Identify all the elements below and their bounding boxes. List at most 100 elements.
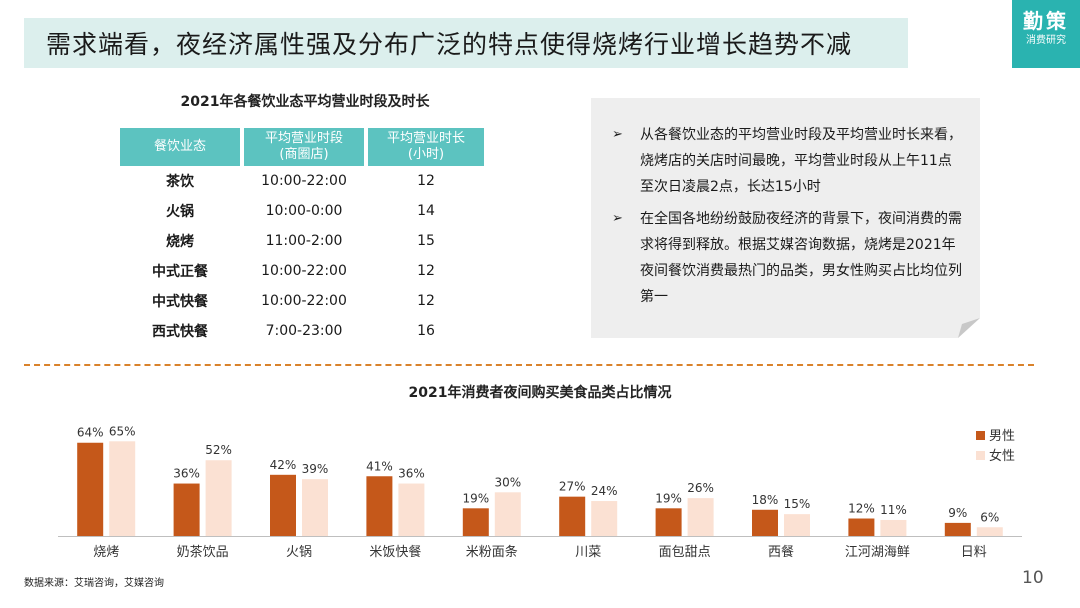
note-text: 在全国各地纷纷鼓励夜经济的背景下，夜间消费的需求将得到释放。根据艾媒咨询数据，烧… (640, 211, 962, 305)
legend-swatch (976, 431, 985, 440)
data-label: 41% (366, 459, 393, 473)
bar (752, 509, 778, 536)
section-divider (24, 364, 1034, 366)
arrow-bullet-icon: ➢ (612, 211, 623, 226)
table-cell: 7:00-23:00 (265, 323, 343, 339)
table-cell: 10:00-22:00 (261, 173, 347, 189)
data-label: 27% (559, 480, 586, 494)
header-line: 平均营业时段 (264, 131, 343, 146)
header-line: 餐饮业态 (153, 139, 206, 154)
bar (77, 442, 104, 536)
data-label: 15% (784, 497, 811, 511)
page-title: 需求端看，夜经济属性强及分布广泛的特点使得烧烤行业增长趋势不减 (46, 30, 853, 59)
header-cell-category: 餐饮业态 (120, 128, 240, 166)
data-label: 36% (398, 467, 425, 481)
x-tick-label: 米粉面条 (466, 544, 518, 560)
legend-swatch (976, 451, 985, 460)
page-number: 10 (1022, 568, 1044, 588)
table-cell: 西式快餐 (152, 324, 208, 340)
table-row: 中式快餐 10:00-22:00 12 (120, 286, 484, 316)
data-label: 19% (462, 491, 489, 505)
table-cell: 10:00-0:00 (265, 203, 343, 219)
table-cell: 烧烤 (166, 234, 194, 250)
table-cell: 火锅 (166, 204, 194, 220)
brand-name: 勤策 (1023, 9, 1069, 33)
table-header-row: 餐饮业态 平均营业时段 (商圈店) 平均营业时长 (小时) (120, 128, 484, 166)
table-cell: 12 (417, 263, 435, 279)
bar (559, 496, 586, 536)
title-bar: 需求端看，夜经济属性强及分布广泛的特点使得烧烤行业增长趋势不减 (24, 18, 908, 68)
data-label: 52% (205, 443, 232, 457)
table-row: 茶饮 10:00-22:00 12 (120, 166, 484, 196)
data-label: 12% (848, 502, 875, 516)
bar (976, 527, 1003, 536)
business-hours-table: 餐饮业态 平均营业时段 (商圈店) 平均营业时长 (小时) 茶饮 10:00-22… (116, 128, 488, 346)
bar (655, 508, 682, 536)
bar (398, 483, 425, 536)
legend-label: 男性 (989, 429, 1015, 444)
header-line: 平均营业时长 (386, 131, 465, 146)
table-cell: 15 (417, 233, 435, 249)
table-row: 中式正餐 10:00-22:00 12 (120, 256, 484, 286)
data-label: 39% (302, 462, 329, 476)
x-tick-label: 米饭快餐 (369, 544, 421, 560)
note-text: 从各餐饮业态的平均营业时段及平均营业时长来看，烧烤店的关店时间最晚，平均营业时段… (640, 127, 962, 195)
data-label: 6% (980, 510, 999, 524)
table-cell: 10:00-22:00 (261, 293, 347, 309)
bar (784, 514, 810, 536)
table-cell: 14 (417, 203, 435, 219)
data-label: 9% (948, 506, 967, 520)
header-cell-duration: 平均营业时长 (小时) (368, 128, 484, 166)
bar (205, 460, 232, 536)
header-cell-hours: 平均营业时段 (商圈店) (244, 128, 364, 166)
data-label: 11% (880, 503, 907, 517)
x-tick-label: 火锅 (286, 544, 312, 560)
table-cell: 16 (417, 323, 435, 339)
bar (944, 522, 971, 536)
x-tick-label: 日料 (961, 545, 987, 560)
header-line: (商圈店) (279, 147, 329, 162)
bar (687, 498, 714, 536)
arrow-bullet-icon: ➢ (612, 127, 623, 142)
header-line: (小时) (407, 147, 445, 162)
note-item: ➢ 在全国各地纷纷鼓励夜经济的背景下，夜间消费的需求将得到释放。根据艾媒咨询数据… (612, 206, 962, 310)
chart-title: 2021年消费者夜间购买美食品类占比情况 (408, 385, 672, 401)
bar (880, 519, 907, 536)
x-tick-label: 奶茶饮品 (177, 544, 229, 560)
note-item: ➢ 从各餐饮业态的平均营业时段及平均营业时长来看，烧烤店的关店时间最晚，平均营业… (612, 122, 962, 200)
bar (366, 476, 393, 536)
bar (302, 479, 328, 536)
data-source: 数据来源：艾瑞咨询，艾媒咨询 (24, 578, 164, 589)
table-cell: 中式快餐 (152, 294, 208, 310)
x-tick-label: 烧烤 (93, 545, 119, 560)
x-tick-label: 川菜 (575, 545, 601, 560)
table-cell: 茶饮 (166, 174, 194, 190)
x-tick-label: 面包甜点 (659, 544, 711, 560)
bar (109, 441, 136, 536)
table-row: 烧烤 11:00-2:00 15 (120, 226, 484, 256)
data-label: 18% (752, 493, 779, 507)
x-tick-label: 江河湖海鲜 (845, 545, 910, 560)
data-label: 24% (591, 484, 618, 498)
notes-panel (591, 98, 980, 338)
bar (494, 492, 521, 536)
table-cell: 12 (417, 293, 435, 309)
table-cell: 中式正餐 (152, 264, 208, 280)
data-label: 64% (77, 426, 104, 440)
bar (270, 474, 296, 536)
data-label: 30% (494, 475, 521, 489)
bar (462, 508, 489, 536)
data-label: 42% (270, 458, 297, 472)
data-label: 65% (109, 424, 136, 438)
bar (173, 483, 200, 536)
table-cell: 12 (417, 173, 435, 189)
table-row: 火锅 10:00-0:00 14 (120, 196, 484, 226)
table-title: 2021年各餐饮业态平均营业时段及时长 (180, 94, 430, 110)
data-label: 36% (173, 467, 200, 481)
table-row: 西式快餐 7:00-23:00 16 (120, 316, 484, 346)
bar (848, 518, 875, 536)
brand-logo: 勤策 消费研究 (1012, 0, 1080, 68)
table-cell: 11:00-2:00 (265, 233, 343, 249)
table-cell: 10:00-22:00 (261, 263, 347, 279)
